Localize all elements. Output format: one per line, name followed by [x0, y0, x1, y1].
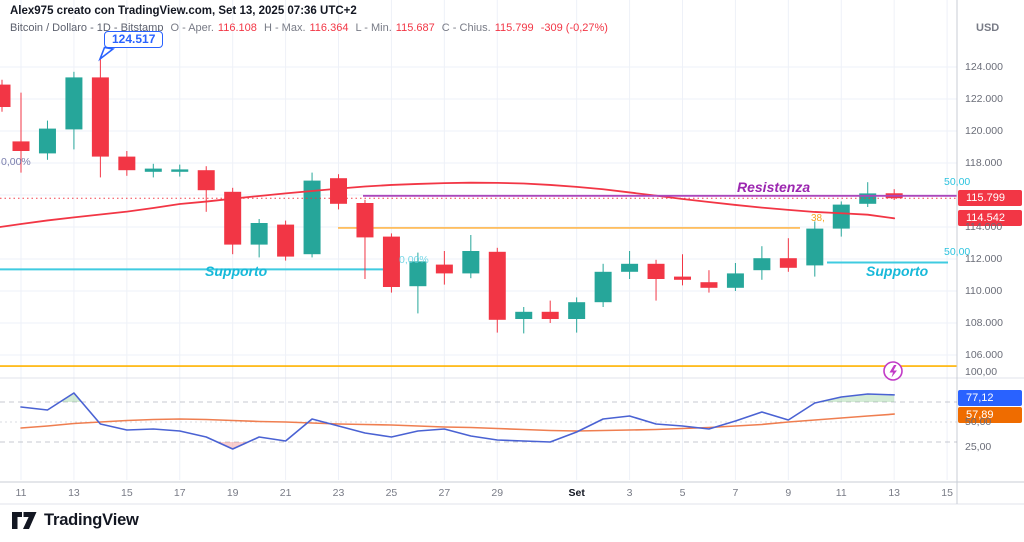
price-tick-label: 110.000	[965, 285, 1003, 297]
candle	[700, 282, 718, 288]
candle	[568, 302, 586, 319]
fifty-percent-bottom-label: 50,00	[944, 246, 971, 258]
candle	[91, 77, 109, 157]
candle	[38, 128, 56, 154]
open-value: 116.108	[217, 22, 257, 34]
rsi-ma-value-badge: 57,89	[958, 407, 1022, 424]
candle	[250, 223, 268, 245]
close-label: C - Chius.	[441, 22, 491, 34]
candle	[197, 170, 215, 191]
candle	[594, 271, 612, 303]
candle	[65, 77, 83, 130]
candle	[779, 258, 797, 268]
candle	[303, 180, 321, 255]
candle	[144, 168, 162, 172]
time-tick-label: 3	[626, 487, 633, 499]
resistance-label[interactable]: Resistenza	[737, 179, 811, 195]
close-value: 115.799	[494, 22, 534, 34]
price-tick-label: 106.000	[965, 349, 1003, 361]
candle	[541, 311, 559, 319]
candle	[409, 261, 427, 287]
candle	[330, 178, 348, 204]
percent-left-label: 0,00%	[1, 156, 31, 168]
time-tick-label: 5	[679, 487, 686, 499]
candle	[12, 141, 30, 151]
candle	[515, 311, 533, 319]
high-label: H - Max.	[263, 22, 306, 34]
high-value: 116.364	[309, 22, 349, 34]
candle	[462, 251, 480, 274]
support-left-label[interactable]: Supporto	[205, 263, 268, 279]
tradingview-logo[interactable]: TradingView	[12, 510, 139, 531]
ma-value-badge: 114.542	[958, 210, 1022, 227]
time-tick-label: 19	[226, 487, 239, 499]
price-tick-label: 114.000	[965, 221, 1003, 233]
candle	[224, 191, 242, 245]
time-tick-label: 9	[785, 487, 792, 499]
time-tick-label: 15	[120, 487, 133, 499]
rsi-tick-label: 100,00	[965, 366, 998, 378]
support-right-label[interactable]: Supporto	[866, 263, 929, 279]
candle	[356, 203, 374, 238]
percent-mid-label: 0,00%	[399, 254, 429, 266]
candle	[621, 263, 639, 272]
attribution-text: Alex975 creato con TradingView.com, Set …	[10, 5, 357, 17]
price-callout[interactable]: 124.517	[104, 31, 164, 48]
low-value: 115.687	[395, 22, 435, 34]
candle	[859, 193, 877, 204]
change-value: -309 (-0,27%)	[540, 22, 608, 34]
fib-38-label: 38,	[811, 213, 825, 224]
rsi-tick-label: 25,00	[965, 441, 992, 453]
candle	[647, 263, 665, 279]
time-tick-label: 17	[173, 487, 186, 499]
time-tick-label: 27	[438, 487, 451, 499]
fifty-percent-top-label: 50,00	[944, 176, 971, 188]
price-tick-label: 122.000	[965, 93, 1003, 105]
open-label: O - Aper.	[170, 22, 214, 34]
candle	[0, 84, 11, 107]
rsi-tick-label: 50,00	[965, 416, 992, 428]
currency-label: USD	[976, 22, 1000, 34]
time-tick-label: Set	[568, 487, 585, 499]
price-tick-label: 124.000	[965, 61, 1003, 73]
time-tick-label: 11	[15, 487, 27, 499]
time-tick-label: 25	[385, 487, 398, 499]
time-tick-label: 23	[332, 487, 345, 499]
symbol-legend: Bitcoin / Dollaro - 1D - Bitstamp O - Ap…	[10, 22, 612, 34]
time-tick-label: 13	[68, 487, 80, 499]
candle	[118, 156, 136, 171]
candle	[488, 251, 506, 320]
time-tick-label: 15	[941, 487, 953, 499]
candle	[382, 236, 400, 287]
candle	[435, 264, 453, 274]
candle	[171, 169, 189, 172]
candle	[277, 224, 295, 257]
rsi-value-badge: 77,12	[958, 389, 1022, 406]
candle	[806, 228, 824, 266]
price-tick-label: 120.000	[965, 125, 1003, 137]
last-price-badge: 115.799	[958, 190, 1022, 207]
candle	[674, 276, 691, 280]
candle	[726, 273, 744, 288]
price-tick-label: 112.000	[965, 253, 1003, 265]
price-tick-label: 118.000	[965, 157, 1003, 169]
candle	[832, 204, 850, 229]
time-tick-label: 7	[732, 487, 739, 499]
tradingview-logo-text: TradingView	[44, 511, 139, 529]
candle	[753, 258, 771, 271]
low-label: L - Min.	[355, 22, 392, 34]
time-tick-label: 29	[491, 487, 504, 499]
price-tick-label: 108.000	[965, 317, 1003, 329]
tradingview-logo-icon	[12, 512, 37, 529]
time-tick-label: 11	[835, 487, 847, 499]
time-tick-label: 21	[279, 487, 292, 499]
time-tick-label: 13	[888, 487, 901, 499]
